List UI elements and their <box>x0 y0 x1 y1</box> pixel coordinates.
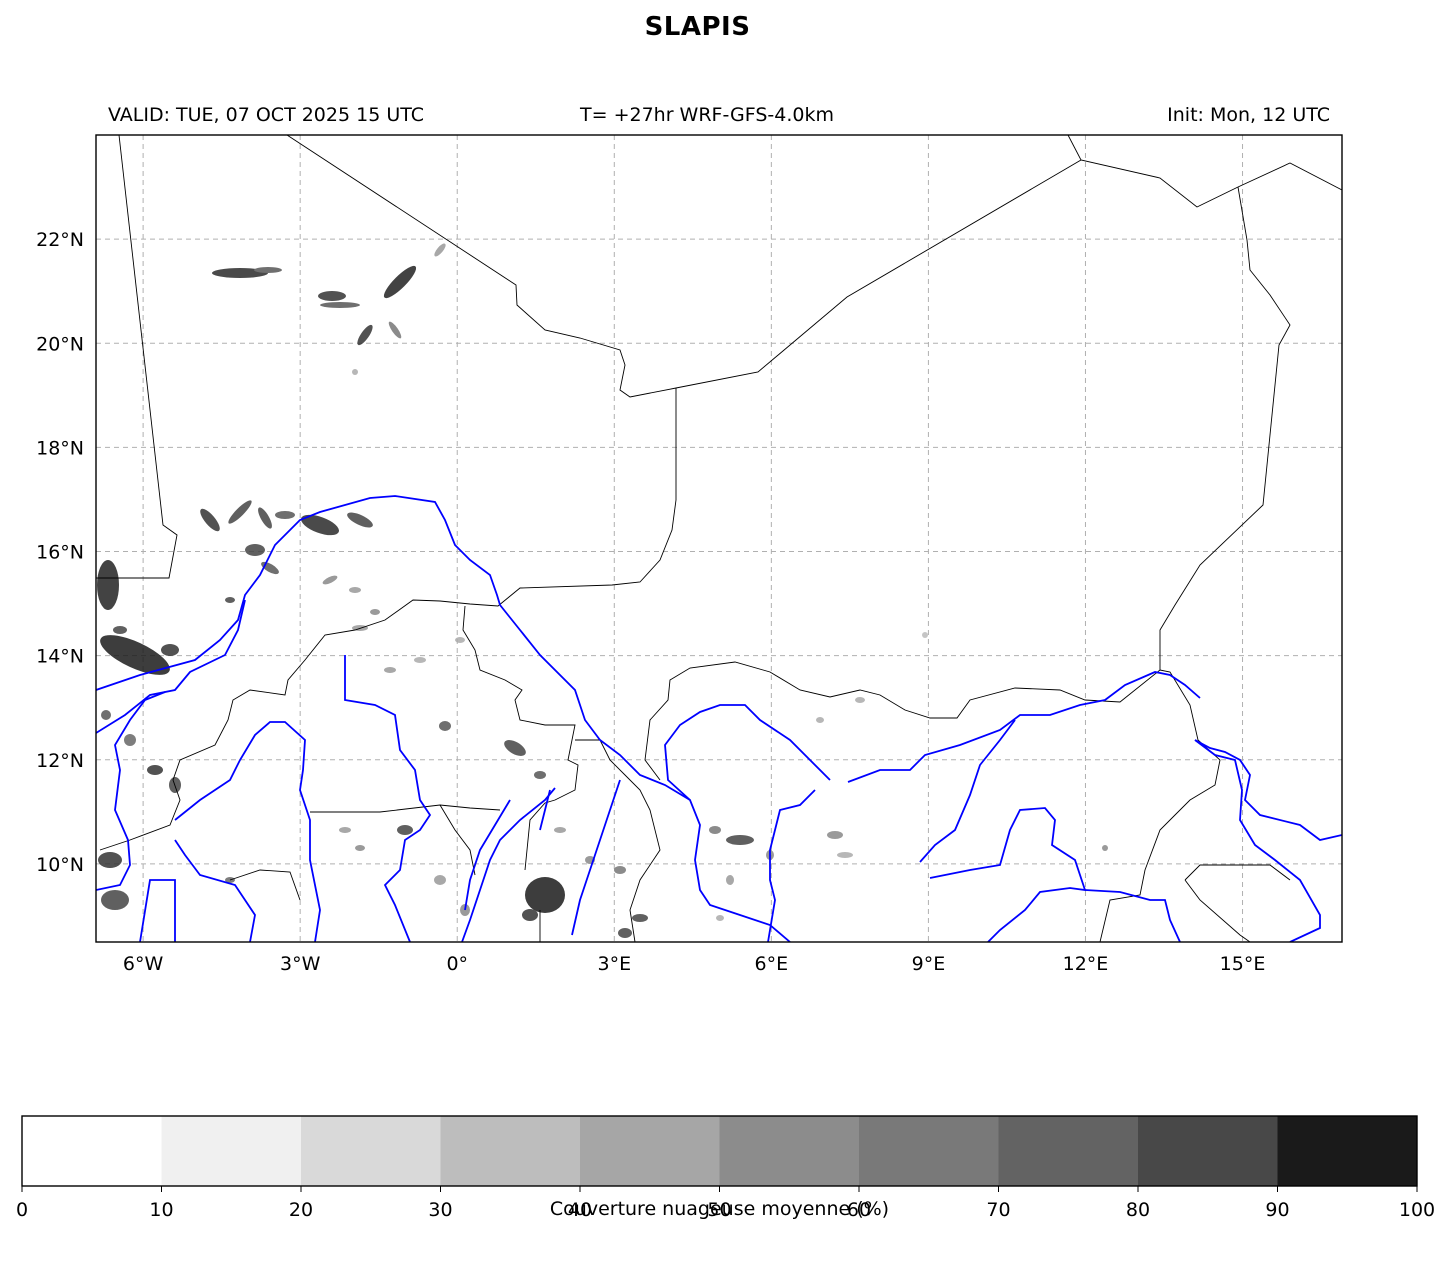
map-title: SLAPIS <box>644 12 751 42</box>
lon-tick-label: 3°E <box>597 953 631 975</box>
lat-tick-label: 14°N <box>36 646 84 668</box>
lon-tick-label: 6°E <box>755 953 789 975</box>
colorbar-tick-label: 80 <box>1126 1199 1150 1221</box>
colorbar: 0 10 20 30 40 50 60 70 80 90 100 <box>16 1115 1435 1221</box>
colorbar-segment <box>719 1116 860 1186</box>
colorbar-segment <box>859 1116 999 1186</box>
map-frame <box>95 134 1343 943</box>
colorbar-segment <box>1277 1116 1418 1186</box>
lon-tick-label: 9°E <box>912 953 946 975</box>
country-borders <box>96 135 1342 942</box>
colorbar-segment <box>580 1116 720 1186</box>
lat-tick-label: 10°N <box>36 854 84 876</box>
lon-tick-label: 3°W <box>280 953 321 975</box>
rivers <box>96 495 1342 942</box>
lat-tick-label: 12°N <box>36 750 84 772</box>
lat-tick-label: 18°N <box>36 437 84 459</box>
lon-tick-label: 0° <box>446 953 468 975</box>
colorbar-tick-label: 50 <box>707 1199 731 1221</box>
colorbar-tick-label: 30 <box>428 1199 452 1221</box>
lon-tick-label: 12°E <box>1063 953 1109 975</box>
colorbar-tick-label: 100 <box>1399 1199 1435 1221</box>
init-time-label: Init: Mon, 12 UTC <box>1167 104 1330 126</box>
axis-ticks: 6°W 3°W 0° 3°E 6°E 9°E 12°E 15°E 10°N 12°N 14°N 16°… <box>36 229 1265 975</box>
colorbar-tick-label: 40 <box>568 1199 592 1221</box>
colorbar-tick-label: 10 <box>149 1199 173 1221</box>
lon-tick-label: 15°E <box>1220 953 1266 975</box>
colorbar-segment <box>22 1116 162 1186</box>
lat-tick-label: 22°N <box>36 229 84 251</box>
colorbar-label: Couverture nuageuse moyenne (%) <box>549 1198 890 1220</box>
colorbar-tick-label: 20 <box>289 1199 313 1221</box>
colorbar-segment <box>440 1116 581 1186</box>
lon-tick-label: 6°W <box>123 953 164 975</box>
colorbar-segment <box>301 1116 441 1186</box>
cloud-cover-patches <box>97 243 1108 938</box>
forecast-model-label: T= +27hr WRF-GFS-4.0km <box>580 104 834 126</box>
lat-tick-label: 20°N <box>36 333 84 355</box>
gridlines <box>96 135 1342 942</box>
colorbar-segment <box>998 1116 1139 1186</box>
colorbar-tick-label: 70 <box>986 1199 1010 1221</box>
colorbar-tick-label: 90 <box>1265 1199 1289 1221</box>
lat-tick-label: 16°N <box>36 542 84 564</box>
colorbar-tick-label: 0 <box>16 1199 28 1221</box>
colorbar-segment <box>1138 1116 1278 1186</box>
colorbar-segment <box>161 1116 302 1186</box>
valid-time-label: VALID: TUE, 07 OCT 2025 15 UTC <box>108 104 424 126</box>
colorbar-tick-label: 60 <box>847 1199 871 1221</box>
